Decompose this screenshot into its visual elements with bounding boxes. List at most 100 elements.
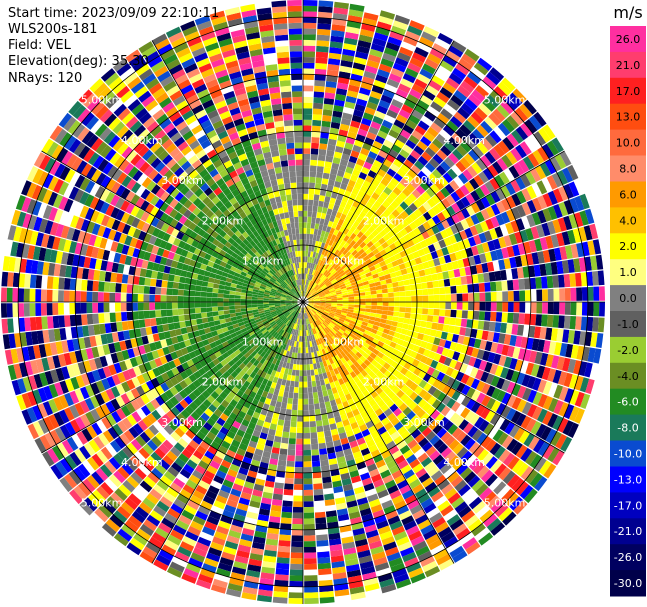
radar-gate [343,171,352,180]
radar-gate [349,205,357,213]
radar-gate [542,302,548,314]
radar-gate [400,384,410,394]
radar-gate [251,304,258,308]
radar-gate [587,347,596,363]
radar-gate [459,124,472,137]
radar-gate [308,299,315,302]
radar-gate [505,368,515,381]
radar-gate [361,23,376,32]
radar-gate [336,293,343,297]
radar-gate [353,261,361,268]
radar-gate [574,408,585,424]
radar-gate [171,295,178,302]
radar-gate [520,173,531,188]
radar-gate [442,324,450,333]
radar-gate [206,292,213,298]
radar-gate [494,322,502,333]
radar-gate [313,258,317,264]
radar-gate [416,302,423,308]
radar-gate [396,182,406,192]
radar-gate [422,63,436,75]
radar-gate [442,55,458,68]
radar-gate [303,427,310,434]
radar-gate [295,455,303,462]
radar-gate [341,312,347,316]
radar-gate [354,103,366,113]
radar-gate [351,114,363,123]
radar-gate [493,144,506,158]
radar-gate [536,289,543,301]
radar-gate [336,309,342,313]
radar-gate [513,500,528,515]
radar-gate [464,410,475,422]
radar-gate [413,208,423,218]
radar-gate [505,492,519,507]
radar-gate [331,280,338,285]
radar-gate [367,378,376,386]
radar-gate [344,281,351,286]
radar-gate [308,302,315,304]
radar-gate [35,316,43,330]
radar-gate [532,377,542,391]
radar-gate [377,326,385,333]
radar-gate [405,302,412,308]
radar-gate [553,247,562,261]
radar-gate [303,102,313,109]
radar-gate [415,283,422,290]
radar-gate [471,89,486,103]
radar-gate [318,0,334,8]
radar-gate [405,388,414,397]
radar-gate [369,90,382,100]
radar-gate [369,312,377,318]
radar-gate [52,289,59,302]
radar-gate [425,446,437,457]
radar-gate [331,191,338,199]
radar-gate [417,99,430,111]
radar-gate [313,306,319,309]
radar-gate [434,180,445,191]
radar-gate [339,200,347,209]
radar-gate [372,248,380,256]
radar-gate [430,250,439,260]
radar-gate [344,318,351,323]
radar-gate [336,140,346,148]
radar-gate [581,302,588,316]
radar-gate [442,172,453,184]
radar-gate [337,302,343,304]
radar-gate [315,264,320,271]
radar-gate [494,270,502,281]
radar-gate [501,247,509,259]
radar-gate [277,545,291,553]
radar-gate [440,263,448,272]
radar-gate [320,302,326,305]
radar-gate [439,87,453,99]
radar-gate [208,277,215,283]
radar-gate [406,410,416,421]
radar-gate [548,341,557,355]
radar-gate [324,307,331,311]
radar-gate [391,336,399,344]
radar-gate [489,147,501,161]
radar-gate [312,234,317,241]
radar-gate [411,358,420,368]
radar-gate [332,13,348,21]
radar-gate [46,276,54,289]
radar-gate [315,63,327,70]
radar-gate [143,302,150,311]
radar-gate [298,381,303,388]
radar-gate [450,94,464,107]
radar-gate [257,297,264,300]
radar-gate [348,155,358,164]
radar-gate [489,363,499,375]
radar-gate [435,265,443,273]
radar-gate [103,292,110,302]
radar-gate [553,302,560,315]
radar-gate [444,451,457,463]
radar-gate [303,170,310,177]
radar-gate [564,388,574,403]
radar-gate [457,107,470,120]
radar-gate [580,272,588,287]
radar-gate [451,202,461,213]
radar-gate [487,164,499,178]
radar-gate [441,198,451,209]
